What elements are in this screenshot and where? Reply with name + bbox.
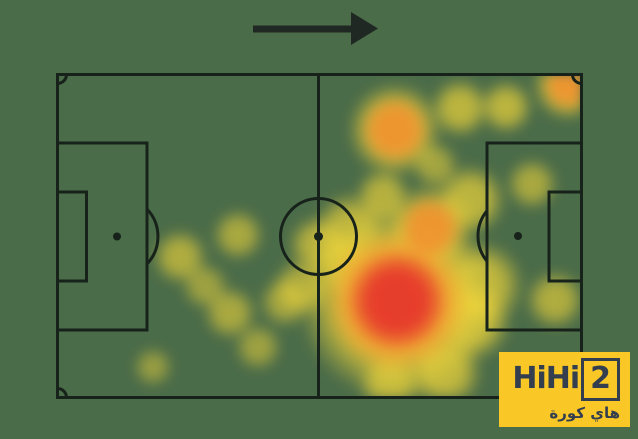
penalty-box-right [485, 141, 583, 332]
six-yard-box-left [56, 190, 88, 283]
corner-arc-top-right [571, 74, 582, 85]
penalty-arc-left [145, 207, 160, 266]
center-circle [279, 197, 358, 276]
hihi2-logo: HiHi 2 هاي كورة [499, 352, 630, 427]
penalty-box-left [56, 141, 149, 332]
arrow-shaft [253, 25, 353, 33]
arrow-head [351, 12, 378, 45]
center-spot [314, 232, 323, 241]
logo-tagline-arabic: هاي كورة [549, 403, 620, 422]
corner-arc-top-left [57, 74, 68, 85]
football-pitch [56, 73, 583, 399]
penalty-spot-right [514, 232, 522, 240]
penalty-spot-left [113, 232, 121, 241]
penalty-arc-right [476, 209, 489, 263]
right-arrow-icon [253, 12, 378, 45]
pitch-markings [56, 73, 583, 399]
corner-arc-bottom-left [57, 387, 68, 398]
six-yard-box-right [547, 190, 583, 283]
logo-brand-number: 2 [581, 357, 620, 401]
logo-brand-row: HiHi 2 [512, 357, 620, 401]
logo-brand-text: HiHi [512, 361, 580, 396]
